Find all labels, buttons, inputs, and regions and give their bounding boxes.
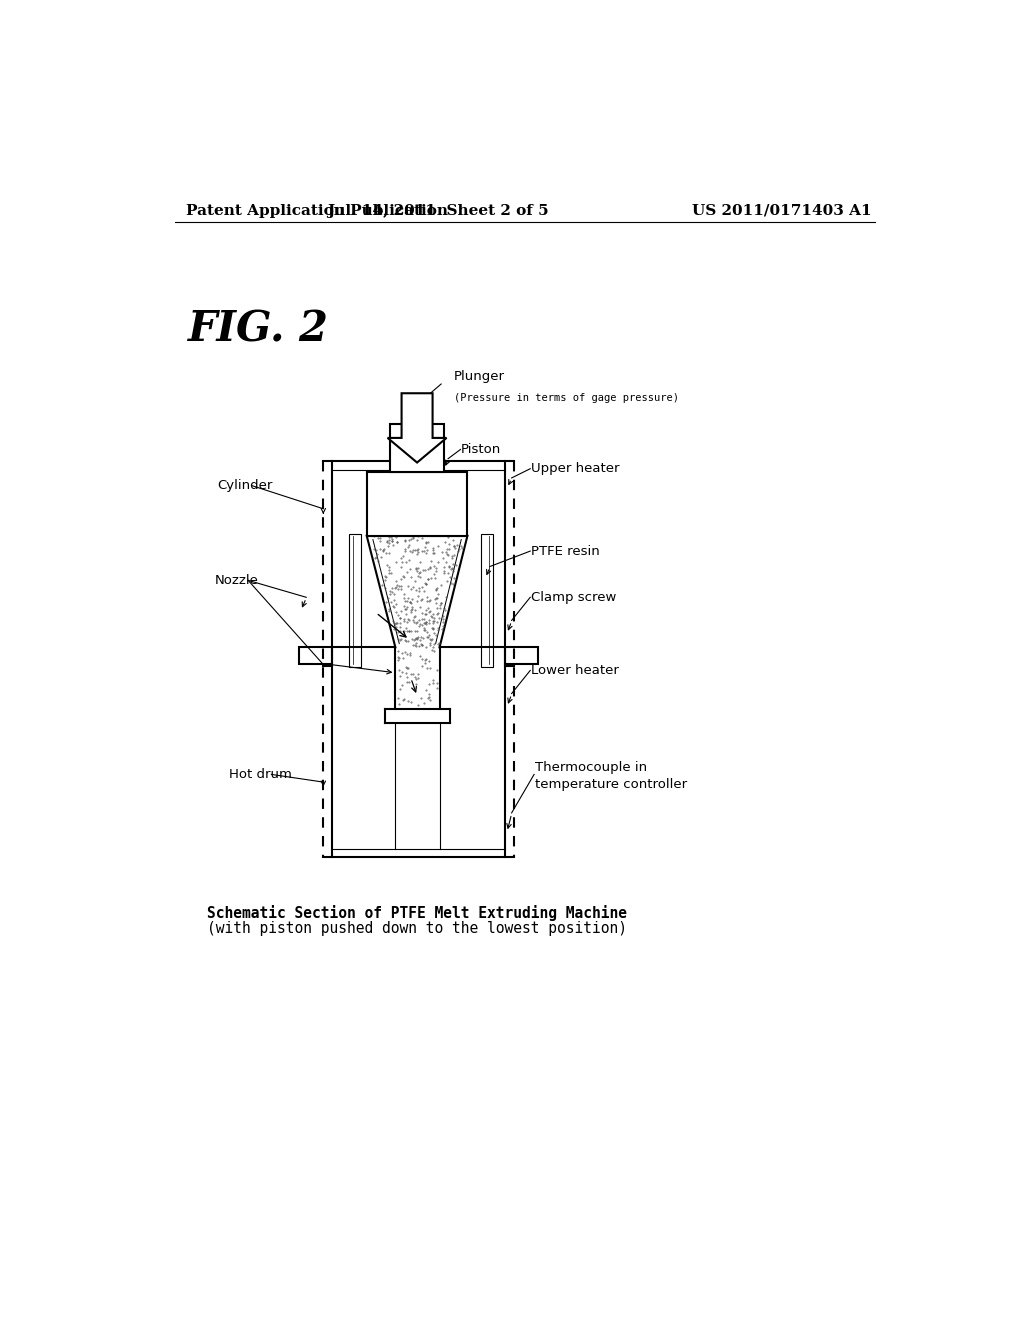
Text: Patent Application Publication: Patent Application Publication: [186, 203, 449, 218]
Text: Clamp screw: Clamp screw: [531, 591, 616, 603]
Text: Nozzle: Nozzle: [215, 574, 259, 587]
Text: (Pressure in terms of gage pressure): (Pressure in terms of gage pressure): [454, 393, 679, 403]
Bar: [480, 535, 493, 667]
Bar: [299, 647, 332, 664]
Text: Upper heater: Upper heater: [531, 462, 620, 475]
Text: FIG. 2: FIG. 2: [188, 309, 330, 351]
Bar: [349, 535, 361, 667]
Bar: [390, 424, 444, 471]
Text: Cylinder: Cylinder: [217, 479, 272, 492]
Text: Plunger: Plunger: [454, 370, 505, 383]
Text: US 2011/0171403 A1: US 2011/0171403 A1: [692, 203, 872, 218]
Text: Jul. 14, 2011  Sheet 2 of 5: Jul. 14, 2011 Sheet 2 of 5: [328, 203, 549, 218]
Text: Thermocouple in
temperature controller: Thermocouple in temperature controller: [535, 760, 687, 791]
Text: PTFE resin: PTFE resin: [531, 545, 600, 557]
Bar: [367, 471, 467, 536]
Polygon shape: [388, 393, 446, 462]
Text: (with piston pushed down to the lowest position): (with piston pushed down to the lowest p…: [207, 921, 627, 936]
Text: Piston: Piston: [461, 444, 502, 455]
Text: Hot drum: Hot drum: [228, 768, 292, 781]
Text: Schematic Section of PTFE Melt Extruding Machine: Schematic Section of PTFE Melt Extruding…: [207, 904, 627, 921]
Text: Lower heater: Lower heater: [531, 664, 618, 677]
Bar: [506, 647, 538, 664]
